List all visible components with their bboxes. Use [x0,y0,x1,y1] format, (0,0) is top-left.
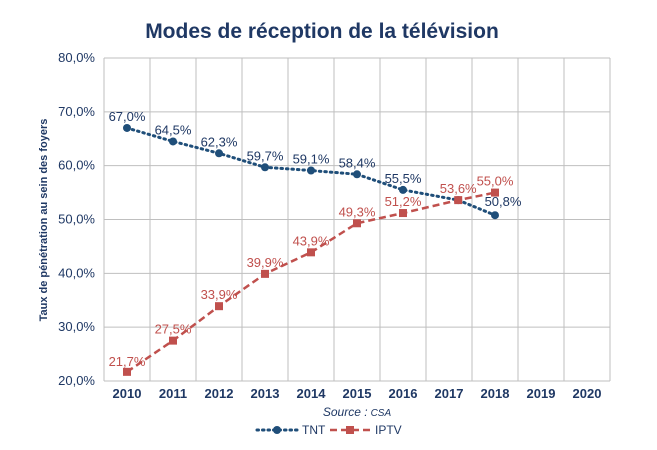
x-tick-label: 2016 [389,386,418,401]
legend-label-iptv: IPTV [375,423,402,437]
x-tick-label: 2019 [527,386,556,401]
data-label-iptv: 27,5% [155,322,192,337]
legend-label-tnt: TNT [302,423,326,437]
data-label-iptv: 39,9% [247,255,284,270]
point-iptv [399,209,407,218]
point-iptv [169,336,177,345]
point-iptv [261,269,269,278]
point-tnt [399,185,407,194]
point-tnt [353,170,361,179]
y-tick-label: 40,0% [58,265,95,280]
data-label-iptv: 49,3% [339,204,376,219]
data-label-iptv: 43,9% [293,233,330,248]
point-tnt [307,166,315,175]
data-label-tnt: 59,7% [247,148,284,163]
x-tick-label: 2014 [297,386,327,401]
data-label-iptv: 55,0% [477,174,514,189]
x-tick-label: 2010 [113,386,142,401]
point-tnt [215,149,223,158]
point-tnt [169,137,177,146]
data-label-tnt: 67,0% [109,109,146,124]
chart-title: Modes de réception de la télévision [145,20,499,43]
x-tick-label: 2013 [251,386,280,401]
point-iptv [215,302,223,311]
point-iptv [307,248,315,257]
y-tick-label: 30,0% [58,319,95,334]
plot-area: 20,0% 30,0% 40,0% 50,0% 60,0% 70,0% 80,0% 2010 2… [58,50,611,401]
y-tick-label: 20,0% [58,373,95,388]
point-tnt [261,163,269,172]
legend-marker-iptv [346,426,354,434]
legend-marker-tnt [273,426,281,434]
point-iptv [491,188,499,197]
y-tick-label: 50,0% [58,212,95,227]
y-tick-label: 70,0% [58,104,95,119]
data-label-iptv: 33,9% [201,287,238,302]
source-name: CSA [371,408,392,419]
data-label-iptv: 53,6% [440,181,477,196]
point-iptv [123,367,131,376]
x-tick-label: 2020 [573,386,602,401]
data-label-tnt: 62,3% [201,134,238,149]
y-axis-label: Taux de pénétration au sein des foyers [38,119,50,322]
x-tick-label: 2015 [343,386,372,401]
data-label-tnt: 64,5% [155,122,192,137]
point-tnt [123,123,131,132]
x-tick-label: 2018 [481,386,510,401]
point-iptv [454,196,463,205]
x-tick-label: 2011 [159,386,187,401]
source-note: Source : CSA [323,405,392,419]
data-label-tnt: 50,8% [485,194,522,209]
source-label: Source : [323,405,368,419]
x-tick-label: 2012 [205,386,234,401]
point-tnt [491,211,499,220]
x-tick-label: 2017 [435,386,464,401]
data-label-tnt: 58,4% [339,155,376,170]
y-tick-label: 60,0% [58,158,95,173]
legend: TNT IPTV [255,423,402,437]
point-iptv [353,219,361,228]
data-label-tnt: 59,1% [293,152,330,167]
data-label-iptv: 21,7% [109,354,146,369]
data-label-iptv: 51,2% [385,194,422,209]
y-tick-label: 80,0% [58,50,95,65]
data-label-tnt: 55,5% [385,171,422,186]
